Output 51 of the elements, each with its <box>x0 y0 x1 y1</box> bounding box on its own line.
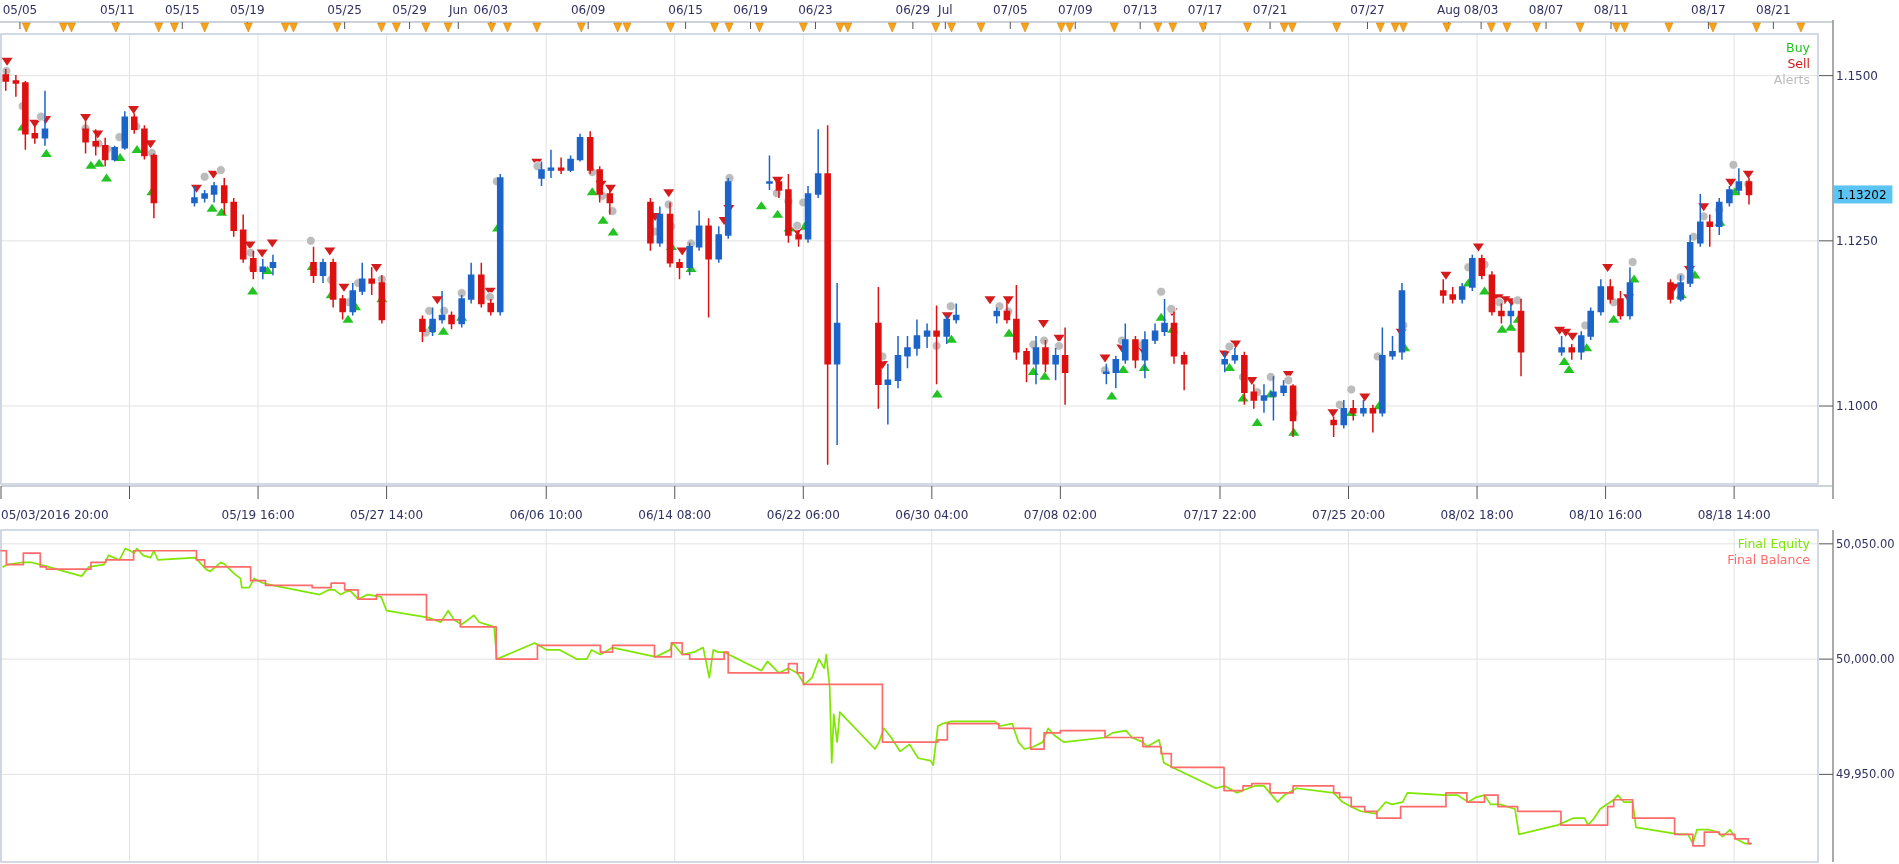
x-tick-label: 06/22 06:00 <box>766 508 840 523</box>
text: Alerts <box>1773 72 1810 88</box>
x2-tick-label: 05/29 <box>392 3 427 18</box>
x2-tick-label: 06/23 <box>798 3 833 18</box>
x-tick-label: 08/10 16:00 <box>1569 508 1643 523</box>
x2-tick-label: 07/27 <box>1350 3 1385 18</box>
x-tick-label: 06/30 04:00 <box>895 508 969 523</box>
x2-tick-label: Jun <box>447 3 468 18</box>
x2-tick-label: 08/03 <box>1463 3 1499 18</box>
x-tick-label: 08/18 14:00 <box>1697 508 1771 523</box>
text: Final Balance <box>1727 552 1811 568</box>
y-tick-label: 50,050.00 <box>1836 536 1895 551</box>
x2-tick-label: 05/11 <box>100 3 135 18</box>
y-tick-label: 50,000.00 <box>1836 652 1895 667</box>
text: 1.13202 <box>1837 187 1887 202</box>
x2-tick-label: 07/17 <box>1187 3 1223 18</box>
y-tick-label: 1.1250 <box>1836 234 1878 249</box>
text: Sell <box>1787 56 1810 72</box>
x-tick-label: 07/25 20:00 <box>1312 508 1386 523</box>
x2-tick-label: 06/29 <box>895 3 931 18</box>
x2-tick-label: 06/15 <box>668 3 703 18</box>
x2-tick-label: 08/21 <box>1756 3 1791 18</box>
x-tick-label: 07/08 02:00 <box>1023 508 1097 523</box>
x2-tick-label: 07/13 <box>1122 3 1158 18</box>
x-tick-label: 06/06 10:00 <box>509 508 583 523</box>
text: Final Equity <box>1737 536 1811 552</box>
x2-tick-label: 06/09 <box>570 3 606 18</box>
x2-tick-label: 07/09 <box>1057 3 1093 18</box>
x2-tick-label: 05/19 <box>229 3 265 18</box>
y-tick-label: 1.1500 <box>1836 68 1878 83</box>
x2-tick-label: 06/19 <box>733 3 768 18</box>
x2-tick-label: 07/21 <box>1252 3 1288 18</box>
x2-tick-label: 07/05 <box>993 3 1028 18</box>
x-tick-label: 07/17 22:00 <box>1183 508 1257 523</box>
x-tick-label: 06/14 08:00 <box>638 508 712 523</box>
x2-tick-label: 08/07 <box>1528 3 1564 18</box>
x2-tick-label: 08/11 <box>1593 3 1629 18</box>
x2-tick-label: 08/17 <box>1691 3 1726 18</box>
x-tick-label: 05/19 16:00 <box>221 508 295 523</box>
text: Buy <box>1786 40 1811 56</box>
x-tick-label: 05/03/2016 20:00 <box>1 508 109 523</box>
y-tick-label: 49,950.00 <box>1836 767 1895 782</box>
x2-tick-label: Aug <box>1436 3 1461 18</box>
x2-tick-label: Jul <box>937 3 953 18</box>
x2-tick-label: 05/25 <box>327 3 362 18</box>
x-tick-label: 05/27 14:00 <box>350 508 424 523</box>
x2-tick-label: 05/05 <box>2 3 38 18</box>
y-tick-label: 1.1000 <box>1836 399 1878 414</box>
x2-tick-label: 06/03 <box>473 3 509 18</box>
x-tick-label: 08/02 18:00 <box>1440 508 1514 523</box>
x2-tick-label: 05/15 <box>165 3 200 18</box>
